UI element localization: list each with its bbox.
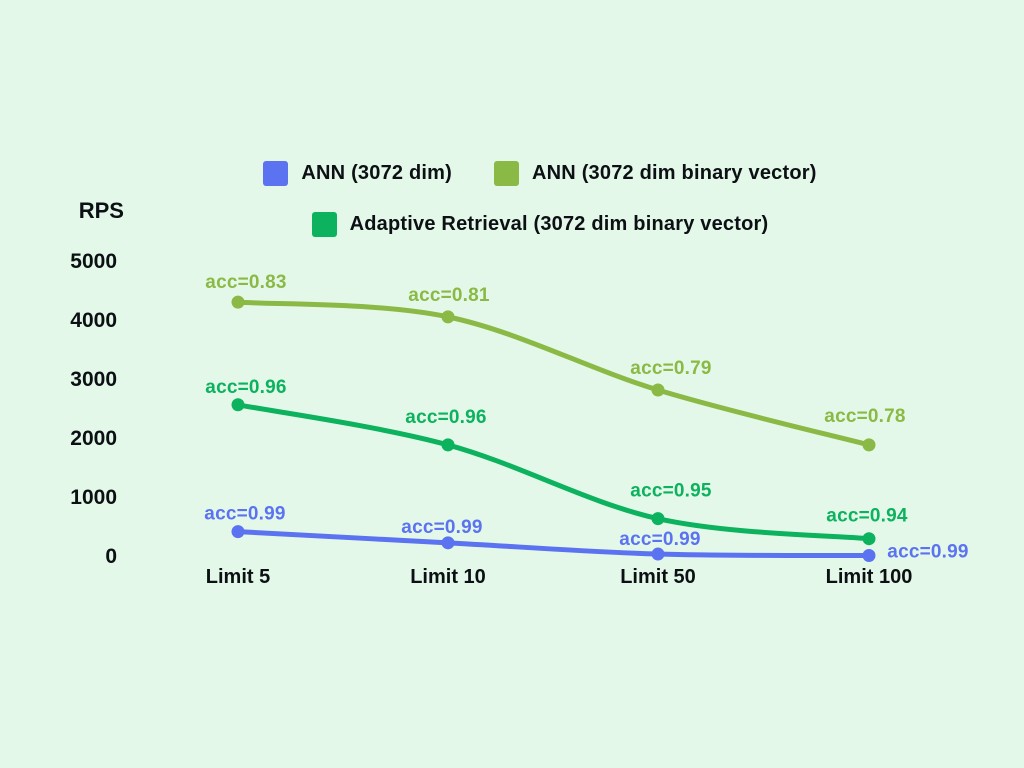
x-tick-limit-50: Limit 50	[620, 566, 696, 588]
point-label-ann-3072-dim-limit-5: acc=0.99	[204, 504, 285, 525]
series-line-ann-3072-dim	[235, 529, 872, 559]
data-point-adaptive-retrieval-3072-dim-binary-vector-limit-5	[231, 398, 245, 412]
legend-label-adaptive-retrieval: Adaptive Retrieval (3072 dim binary vect…	[349, 213, 769, 235]
series-line-adaptive-retrieval-3072-dim-binary-vector	[235, 402, 872, 542]
legend-item-ann-binary: ANN (3072 dim binary vector)	[494, 161, 817, 186]
y-tick-5000: 5000	[70, 250, 117, 273]
data-point-ann-3072-dim-limit-50	[651, 547, 665, 561]
x-tick-limit-5: Limit 5	[205, 566, 271, 588]
legend-label-ann-binary: ANN (3072 dim binary vector)	[532, 162, 817, 184]
legend-row-2: Adaptive Retrieval (3072 dim binary vect…	[311, 212, 769, 237]
point-label-adaptive-retrieval-3072-dim-binary-vector-limit-10: acc=0.96	[405, 407, 486, 428]
x-tick-limit-100: Limit 100	[825, 566, 913, 588]
data-point-adaptive-retrieval-3072-dim-binary-vector-limit-50	[651, 512, 665, 526]
data-point-ann-3072-dim-binary-vector-limit-10	[441, 310, 455, 324]
data-point-ann-3072-dim-binary-vector-limit-5	[231, 295, 245, 309]
legend-item-ann: ANN (3072 dim)	[263, 161, 452, 186]
y-tick-0: 0	[105, 545, 117, 568]
data-point-adaptive-retrieval-3072-dim-binary-vector-limit-100	[862, 532, 876, 546]
legend-row-1: ANN (3072 dim) ANN (3072 dim binary vect…	[263, 161, 816, 186]
point-label-ann-3072-dim-limit-100: acc=0.99	[887, 542, 968, 563]
point-label-ann-3072-dim-limit-10: acc=0.99	[401, 517, 482, 538]
legend-swatch-adaptive-retrieval	[311, 212, 337, 237]
legend-item-adaptive-retrieval: Adaptive Retrieval (3072 dim binary vect…	[311, 212, 769, 237]
data-point-ann-3072-dim-binary-vector-limit-50	[651, 383, 665, 397]
point-label-ann-3072-dim-limit-50: acc=0.99	[619, 529, 700, 550]
y-tick-3000: 3000	[70, 368, 117, 391]
data-point-adaptive-retrieval-3072-dim-binary-vector-limit-10	[441, 438, 455, 452]
legend-label-ann: ANN (3072 dim)	[301, 162, 453, 184]
y-axis-title: RPS	[78, 198, 124, 223]
point-label-ann-3072-dim-binary-vector-limit-100: acc=0.78	[824, 406, 905, 427]
y-tick-1000: 1000	[70, 486, 117, 509]
point-label-adaptive-retrieval-3072-dim-binary-vector-limit-50: acc=0.95	[630, 481, 712, 502]
y-tick-4000: 4000	[70, 309, 117, 332]
x-tick-limit-10: Limit 10	[410, 566, 486, 588]
point-label-adaptive-retrieval-3072-dim-binary-vector-limit-100: acc=0.94	[826, 506, 908, 527]
data-point-ann-3072-dim-limit-10	[441, 536, 455, 550]
data-point-ann-3072-dim-binary-vector-limit-100	[862, 438, 876, 452]
series-line-ann-3072-dim-binary-vector	[235, 299, 872, 448]
data-point-ann-3072-dim-limit-5	[231, 525, 245, 539]
point-label-ann-3072-dim-binary-vector-limit-50: acc=0.79	[630, 358, 711, 379]
point-label-ann-3072-dim-binary-vector-limit-5: acc=0.83	[205, 272, 286, 293]
y-tick-2000: 2000	[70, 427, 117, 450]
legend-swatch-ann-binary	[494, 161, 520, 186]
point-label-adaptive-retrieval-3072-dim-binary-vector-limit-5: acc=0.96	[205, 377, 286, 398]
point-label-ann-3072-dim-binary-vector-limit-10: acc=0.81	[408, 285, 490, 306]
legend-swatch-ann	[263, 161, 289, 186]
data-point-ann-3072-dim-limit-100	[862, 549, 876, 563]
legend: ANN (3072 dim) ANN (3072 dim binary vect…	[56, 161, 1024, 237]
